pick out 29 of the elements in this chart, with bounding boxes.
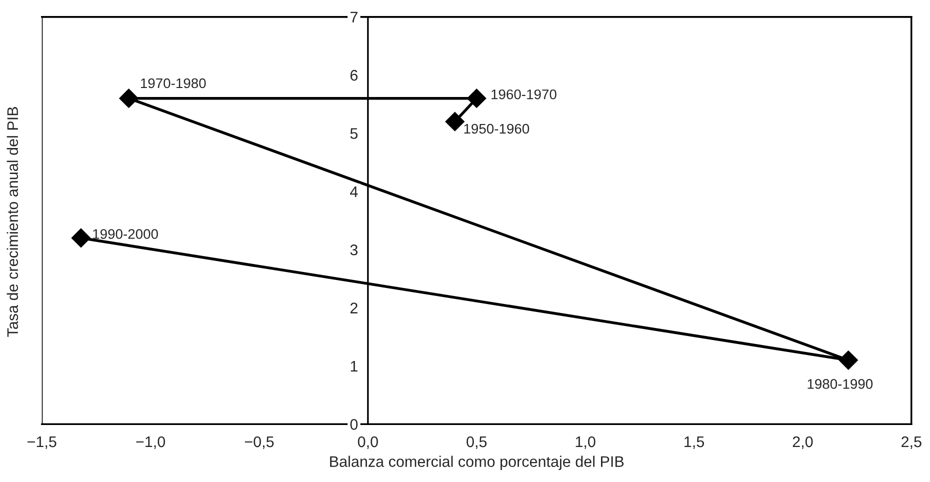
x-tick-label: 1,5: [684, 436, 704, 449]
annotation: 1990-2000: [93, 229, 158, 239]
point: [119, 88, 138, 108]
x-axis-title: Balanza comercial como porcentaje del PIB: [330, 456, 624, 470]
y-tick-label: 3: [350, 244, 358, 256]
x-tick-label: −1,0: [136, 436, 166, 449]
annotation: 1980-1990: [808, 379, 873, 389]
x-tick-label: 0,0: [358, 436, 378, 449]
y-tick-label: 5: [350, 128, 358, 139]
x-tick-label: 1,0: [576, 436, 596, 449]
point: [71, 228, 91, 248]
y-tick-label: 7: [350, 12, 358, 22]
annotation: 1970-1980: [140, 78, 206, 88]
y-tick-label: 6: [350, 70, 358, 81]
annotation: 1950-1960: [464, 124, 530, 134]
y-tick-label: 2: [350, 302, 358, 314]
y-tick-label: 1: [350, 361, 358, 372]
point: [838, 350, 858, 370]
x-tick-label: 2,5: [902, 436, 922, 449]
x-tick-label: 2,0: [792, 436, 813, 449]
x-tick-label: −1,5: [28, 436, 56, 449]
x-tick-label: 0,5: [466, 436, 487, 449]
y-tick-label: 0: [350, 419, 358, 430]
point: [467, 88, 486, 108]
x-tick-label: −0,5: [244, 436, 274, 449]
y-tick-label: 4: [350, 186, 358, 197]
y-axis-title: Tasa de crecimiento anual del PIB: [6, 107, 18, 337]
annotation: 1960-1970: [492, 89, 556, 100]
point: [445, 112, 464, 132]
